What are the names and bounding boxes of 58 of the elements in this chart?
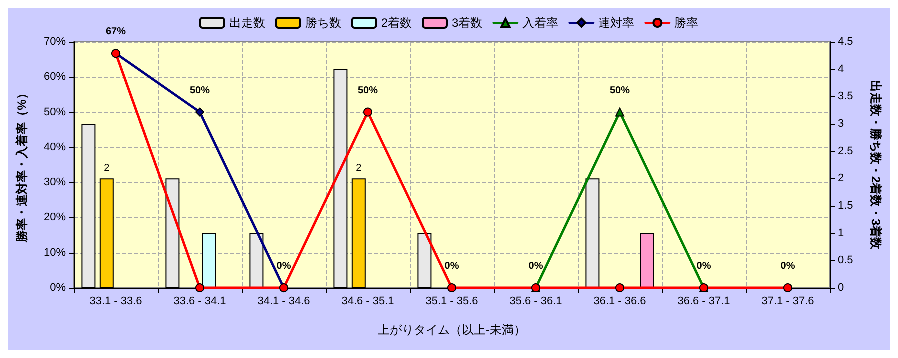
point	[616, 108, 624, 117]
y2-tick-label: 4	[838, 63, 844, 76]
y2-tick-label: 2	[838, 172, 844, 185]
data-label: 2	[104, 163, 110, 174]
data-label: 2	[356, 163, 362, 174]
x-tick-label: 34.6 - 35.1	[342, 296, 394, 308]
data-label: 50%	[358, 85, 378, 96]
data-label: 0%	[444, 261, 460, 272]
legend-label: 3着数	[452, 16, 483, 30]
legend-label: 勝率	[674, 16, 699, 30]
y2-tick-label: 3.5	[838, 90, 854, 103]
x-tick-label: 36.6 - 37.1	[678, 296, 730, 308]
y2-tick-label: 4.5	[838, 36, 854, 48]
y2-tick-label: 1.5	[838, 200, 854, 212]
y2-tick-label: 1	[838, 227, 844, 240]
y2-tick-label: 0.5	[838, 254, 854, 267]
data-label: 67%	[106, 26, 126, 38]
point	[364, 108, 372, 117]
y-tick-label: 40%	[44, 141, 66, 154]
y-tick-label: 10%	[44, 246, 66, 259]
point	[196, 284, 204, 292]
y-tick-label: 50%	[44, 106, 66, 118]
y2-tick-label: 3	[838, 118, 844, 130]
data-label: 0%	[276, 261, 292, 272]
x-tick-label: 35.1 - 35.6	[426, 296, 478, 308]
data-label: 0%	[780, 261, 796, 272]
y-tick-label: 70%	[44, 36, 66, 48]
x-tick-label: 37.1 - 37.6	[762, 296, 814, 308]
y-tick-label: 60%	[44, 71, 66, 84]
legend-label: 2着数	[381, 16, 412, 30]
data-label: 50%	[610, 85, 630, 96]
data-label: 0%	[696, 261, 712, 272]
y-tick-label: 30%	[44, 176, 66, 189]
bar	[250, 233, 264, 288]
y-axis-title: 勝率・連対率・入着率（%）	[15, 88, 29, 244]
legend-label: 連対率	[598, 16, 635, 30]
y2-axis-title: 出走数・勝ち数・2着数・3着数	[869, 80, 883, 251]
x-tick-label: 34.1 - 34.6	[258, 296, 310, 308]
y-tick-label: 0%	[50, 282, 66, 294]
bar	[586, 178, 600, 288]
x-axis-title: 上がりタイム（以上-未満）	[378, 323, 526, 337]
point	[196, 108, 204, 117]
x-tick-label: 36.1 - 36.6	[594, 296, 646, 308]
y-tick-label: 20%	[44, 212, 66, 224]
y2-tick-label: 2.5	[838, 145, 854, 158]
y2-tick-label: 0	[838, 282, 844, 294]
x-tick-label: 33.6 - 34.1	[174, 296, 226, 308]
x-tick-label: 33.1 - 33.6	[90, 296, 142, 308]
x-tick-label: 35.6 - 36.1	[510, 296, 562, 308]
point	[784, 284, 792, 292]
point	[616, 284, 624, 292]
data-label: 50%	[190, 85, 210, 96]
point	[448, 284, 456, 292]
legend-label: 入着率	[522, 16, 559, 30]
bar	[640, 233, 654, 288]
legend-label: 勝ち数	[305, 16, 342, 30]
data-label: 0%	[528, 261, 544, 272]
legend-label: 出走数	[229, 16, 266, 30]
